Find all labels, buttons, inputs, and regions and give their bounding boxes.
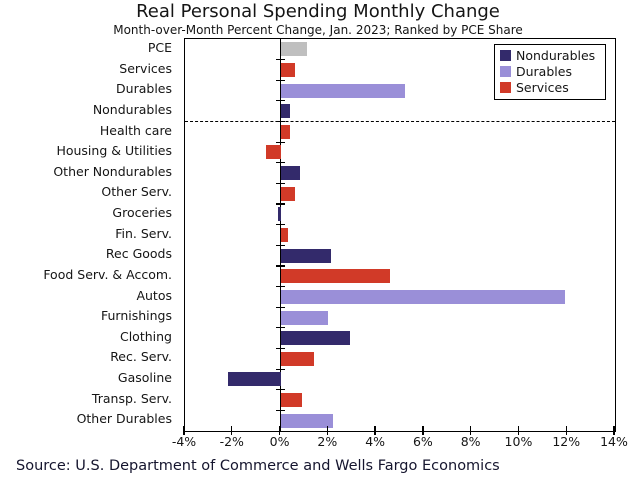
x-tick-label-6: 6% xyxy=(412,434,433,449)
category-label-gasoline: Gasoline xyxy=(117,370,172,386)
chart-subtitle: Month-over-Month Percent Change, Jan. 20… xyxy=(113,23,523,37)
x-tick-label-0: 0% xyxy=(269,434,290,449)
legend-item-services: Services xyxy=(500,80,600,95)
x-tick-label--4: -4% xyxy=(171,434,197,449)
category-tick xyxy=(276,79,286,81)
bar-fin-serv xyxy=(280,228,288,242)
category-label-groceries: Groceries xyxy=(112,205,172,221)
category-tick xyxy=(276,327,286,329)
x-tick-label-12: 12% xyxy=(552,434,581,449)
legend: Nondurables Durables Services xyxy=(494,44,606,100)
x-tick-2 xyxy=(326,426,328,435)
category-label-nondurables: Nondurables xyxy=(92,101,172,117)
legend-label-services: Services xyxy=(516,80,569,95)
legend-swatch-nondurables xyxy=(500,50,511,61)
x-tick-6 xyxy=(422,426,424,435)
category-tick xyxy=(276,224,286,226)
category-label-fin-serv: Fin. Serv. xyxy=(115,225,172,241)
x-tick--4 xyxy=(183,426,185,435)
category-label-pce: PCE xyxy=(147,40,172,55)
x-axis-labels: -4% -2% 0% 2% 4% 6% 8% 10% 12% 14% xyxy=(172,434,628,452)
bar-clothing xyxy=(280,331,350,346)
legend-swatch-durables xyxy=(500,66,511,77)
bar-durables xyxy=(280,83,405,98)
category-label-food-serv-accom: Food Serv. & Accom. xyxy=(43,266,172,282)
category-label-transp-serv: Transp. Serv. xyxy=(91,390,172,406)
category-tick xyxy=(276,389,286,391)
category-tick xyxy=(276,100,286,102)
category-label-other-serv: Other Serv. xyxy=(101,184,172,200)
bar-groceries xyxy=(278,207,281,222)
category-tick xyxy=(276,162,286,164)
bar-food-serv-accom xyxy=(280,269,391,284)
category-label-furnishings: Furnishings xyxy=(100,308,172,324)
category-tick xyxy=(276,182,286,184)
legend-label-nondurables: Nondurables xyxy=(516,48,596,63)
bar-services xyxy=(280,62,295,77)
category-label-clothing: Clothing xyxy=(119,328,172,344)
category-label-health-care: Health care xyxy=(99,122,172,138)
category-tick xyxy=(276,203,286,205)
bar-pce xyxy=(280,42,307,57)
x-tick-label-2: 2% xyxy=(317,434,338,449)
x-axis-ticks xyxy=(183,426,615,435)
bar-rec-goods xyxy=(280,248,331,263)
x-tick-label-4: 4% xyxy=(365,434,386,449)
category-axis-labels: PCE Services Durables Nondurables Health car… xyxy=(0,38,178,430)
bar-gasoline xyxy=(228,372,281,387)
bar-nondurables xyxy=(280,104,291,119)
x-tick-label-14: 14% xyxy=(600,434,628,449)
x-tick--2 xyxy=(231,426,233,435)
bar-health-care xyxy=(280,124,291,139)
x-tick-label-10: 10% xyxy=(504,434,533,449)
aggregate-separator-line xyxy=(185,120,615,122)
bar-rec-serv xyxy=(280,351,314,366)
legend-swatch-services xyxy=(500,82,511,93)
category-label-autos: Autos xyxy=(136,287,172,303)
category-tick xyxy=(276,141,286,143)
category-tick xyxy=(276,59,286,61)
source-note: Source: U.S. Department of Commerce and … xyxy=(16,458,500,474)
x-tick-8 xyxy=(470,426,472,435)
category-tick xyxy=(276,244,286,246)
x-tick-4 xyxy=(374,426,376,435)
category-tick xyxy=(276,347,286,350)
category-label-durables: Durables xyxy=(116,81,172,97)
bar-autos xyxy=(280,289,565,304)
bar-housing-utilities xyxy=(266,145,281,160)
category-label-housing-utilities: Housing & Utilities xyxy=(56,143,172,159)
category-tick xyxy=(276,409,286,411)
x-tick-label--2: -2% xyxy=(219,434,244,449)
legend-item-durables: Durables xyxy=(500,64,600,79)
category-label-other-nondurables: Other Nondurables xyxy=(53,163,172,179)
bar-other-durables xyxy=(280,413,334,428)
bar-other-nondurables xyxy=(280,166,300,181)
legend-label-durables: Durables xyxy=(516,64,572,79)
bar-other-serv xyxy=(280,186,295,201)
category-tick xyxy=(276,368,286,370)
x-tick-0 xyxy=(278,426,281,435)
category-tick xyxy=(276,285,286,288)
bar-transp-serv xyxy=(280,393,303,408)
x-tick-10 xyxy=(517,426,520,435)
category-label-rec-serv: Rec. Serv. xyxy=(110,349,172,365)
bar-furnishings xyxy=(280,310,329,325)
plot-area xyxy=(184,38,616,432)
chart-title: Real Personal Spending Monthly Change xyxy=(136,1,500,22)
category-label-other-durables: Other Durables xyxy=(76,411,172,427)
x-tick-12 xyxy=(565,426,567,435)
x-tick-label-8: 8% xyxy=(460,434,481,449)
category-tick xyxy=(276,265,286,267)
category-label-rec-goods: Rec Goods xyxy=(105,246,172,262)
legend-item-nondurables: Nondurables xyxy=(500,48,600,63)
category-label-services: Services xyxy=(119,60,172,76)
category-tick xyxy=(276,306,286,308)
x-tick-14 xyxy=(613,426,615,435)
